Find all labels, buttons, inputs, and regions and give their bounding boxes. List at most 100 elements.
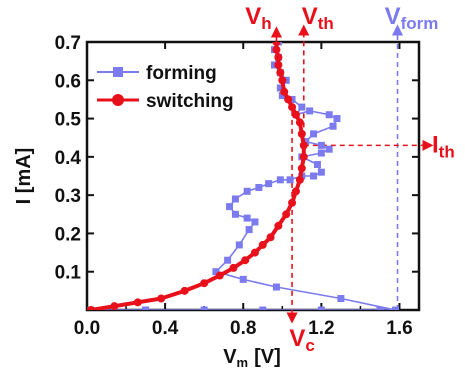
- tick-marks: [86, 41, 419, 310]
- point-switching: [276, 68, 285, 77]
- point-switching: [215, 271, 224, 280]
- point-forming: [317, 306, 325, 310]
- point-switching: [133, 298, 142, 307]
- point-forming: [298, 103, 306, 111]
- point-switching: [299, 152, 308, 161]
- x-tick-label: 1.6: [386, 318, 412, 339]
- point-forming: [245, 226, 253, 234]
- point-forming: [272, 283, 280, 291]
- point-forming: [259, 306, 267, 310]
- point-forming: [317, 149, 325, 157]
- point-switching: [297, 164, 306, 173]
- point-switching: [278, 76, 287, 85]
- point-switching: [295, 118, 304, 127]
- point-switching: [241, 256, 250, 265]
- x-tick-label: 0.8: [230, 318, 256, 339]
- point-switching: [87, 306, 95, 310]
- point-forming: [239, 275, 247, 283]
- point-forming: [317, 168, 325, 176]
- y-tick-label: 0.6: [55, 71, 81, 92]
- svg-text:forming: forming: [146, 63, 217, 84]
- point-forming: [302, 138, 310, 146]
- y-tick-label: 0.7: [55, 33, 81, 54]
- point-switching: [274, 221, 283, 230]
- point-forming: [310, 172, 318, 180]
- point-forming: [235, 241, 243, 249]
- point-forming: [265, 180, 273, 188]
- plot-frame: [85, 40, 421, 312]
- point-forming: [317, 141, 325, 149]
- point-switching: [258, 240, 267, 249]
- point-forming: [212, 268, 220, 276]
- y-tick-label: 0.4: [55, 148, 82, 169]
- point-forming: [231, 210, 239, 218]
- point-forming: [243, 214, 251, 222]
- legend: forming switching: [97, 63, 234, 112]
- point-switching: [274, 60, 283, 69]
- point-switching: [274, 53, 283, 62]
- point-forming: [325, 145, 333, 153]
- y-tick-label: 0.5: [55, 110, 82, 131]
- point-forming: [376, 306, 384, 310]
- x-tick-label: 0.4: [152, 318, 179, 339]
- point-forming: [325, 111, 333, 119]
- point-forming: [333, 115, 341, 123]
- point-switching: [291, 187, 300, 196]
- vc-label: Vc: [289, 325, 314, 355]
- point-switching: [297, 129, 306, 138]
- point-forming: [226, 203, 234, 211]
- point-forming: [142, 306, 150, 310]
- point-forming: [231, 195, 239, 203]
- vh-label: Vh: [245, 3, 271, 33]
- y-axis-title: I [mA]: [13, 148, 35, 205]
- point-forming: [243, 187, 251, 195]
- point-forming: [200, 306, 208, 310]
- vform-label: Vform: [385, 3, 439, 33]
- reference-lines: Vh Vth Vform Vc Ith: [245, 3, 454, 355]
- y-tick-label: 0.3: [55, 186, 81, 207]
- point-switching: [280, 87, 289, 96]
- tick-labels: 0.0 0.4 0.8 1.2 1.6 0.1 0.2 0.3 0.4 0.5 0.6 0.7: [55, 33, 413, 339]
- point-forming: [276, 176, 284, 184]
- point-forming: [337, 295, 345, 303]
- point-forming: [276, 84, 284, 92]
- point-forming: [251, 218, 259, 226]
- ith-label: Ith: [432, 131, 455, 161]
- x-axis-title: Vm [V]: [223, 346, 281, 370]
- point-switching: [272, 42, 281, 46]
- point-forming: [310, 130, 318, 138]
- point-forming: [278, 92, 286, 100]
- series-line-forming: [90, 42, 397, 310]
- point-switching: [157, 294, 166, 303]
- y-tick-label: 0.1: [55, 263, 82, 284]
- point-switching: [229, 263, 238, 272]
- point-switching: [110, 302, 119, 310]
- point-switching: [282, 210, 291, 219]
- x-tick-label: 0.0: [74, 318, 100, 339]
- point-forming: [306, 107, 314, 115]
- point-forming: [224, 256, 232, 264]
- vth-label: Vth: [302, 3, 334, 33]
- point-switching: [295, 175, 304, 184]
- point-switching: [288, 103, 297, 112]
- point-switching: [288, 198, 297, 207]
- series-layer: [87, 42, 400, 310]
- y-tick-label: 0.2: [55, 224, 81, 245]
- point-forming: [255, 183, 263, 191]
- point-forming: [286, 176, 294, 184]
- point-switching: [250, 248, 259, 257]
- point-forming: [313, 161, 321, 169]
- x-tick-label: 1.2: [308, 318, 334, 339]
- point-switching: [299, 141, 308, 150]
- point-switching: [284, 95, 293, 104]
- point-switching: [180, 286, 189, 295]
- legend-item-switching: switching: [97, 91, 234, 112]
- svg-text:switching: switching: [146, 91, 234, 112]
- point-switching: [272, 45, 281, 54]
- point-forming: [329, 122, 337, 130]
- point-switching: [200, 279, 209, 288]
- point-switching: [291, 110, 300, 119]
- legend-item-forming: forming: [97, 63, 217, 84]
- point-forming: [392, 306, 400, 310]
